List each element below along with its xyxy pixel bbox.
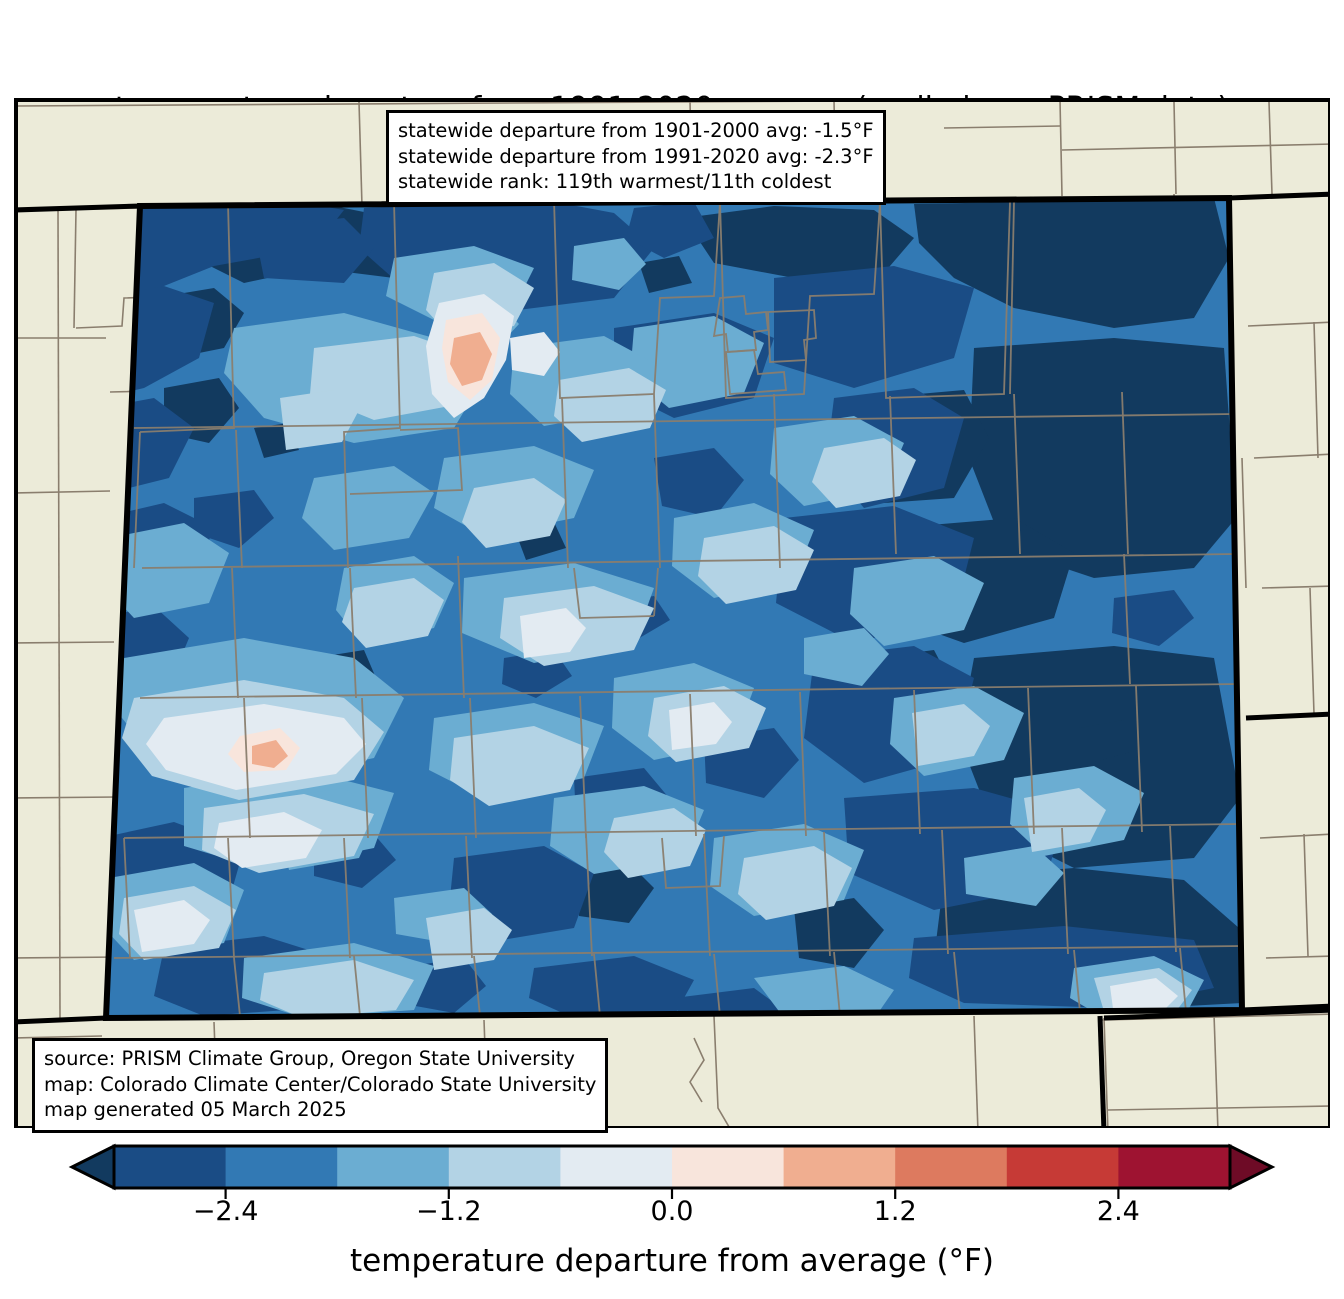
tick-label: −1.2 [416,1196,482,1227]
colorbar-band [672,1146,785,1188]
temperature-departure-field [106,198,1242,1018]
colorbar-bands [68,1143,1276,1191]
colorbar-axis-label: temperature departure from average (°F) [350,1243,994,1279]
neighboring-state-lines [16,191,1328,1126]
colorbar-band [448,1146,561,1188]
stats-line-3: statewide rank: 119th warmest/11th colde… [398,170,832,193]
colorbar-band [1006,1146,1119,1188]
source-line-2: map: Colorado Climate Center/Colorado St… [44,1072,597,1096]
colorbar-high-extend-arrow [1228,1143,1276,1191]
map-panel [14,98,1330,1128]
colorbar-svg [68,1143,1276,1199]
statewide-stats-box: statewide departure from 1901-2000 avg: … [386,110,886,205]
tick-label: −2.4 [192,1196,259,1227]
colorbar-band [560,1146,673,1188]
colorado-temperature-departure-map [16,100,1328,1126]
colorbar [0,1140,1344,1200]
stats-line-2: statewide departure from 1991-2020 avg: … [398,144,874,168]
tick-label: 0.0 [650,1196,694,1227]
colorbar-band [1118,1146,1231,1188]
colorbar-band [225,1146,338,1188]
band-fill-0.6-1.2 [252,332,492,768]
source-line-3: map generated 05 March 2025 [44,1098,347,1121]
tick-label: 1.2 [873,1196,917,1227]
colorbar-band [783,1146,896,1188]
colorbar-tick-marks [224,1188,1120,1199]
source-attribution-box: source: PRISM Climate Group, Oregon Stat… [32,1038,609,1133]
colorbar-band [337,1146,450,1188]
source-line-1: source: PRISM Climate Group, Oregon Stat… [44,1047,575,1070]
stats-line-1: statewide departure from 1901-2000 avg: … [398,119,874,142]
colorbar-low-extend-arrow [68,1143,116,1191]
tick-label: 2.4 [1096,1196,1140,1227]
colorbar-band [114,1146,227,1188]
colorbar-tick-labels: −2.4 −1.2 0.0 1.2 2.4 [0,1196,1344,1236]
colorbar-band [895,1146,1008,1188]
